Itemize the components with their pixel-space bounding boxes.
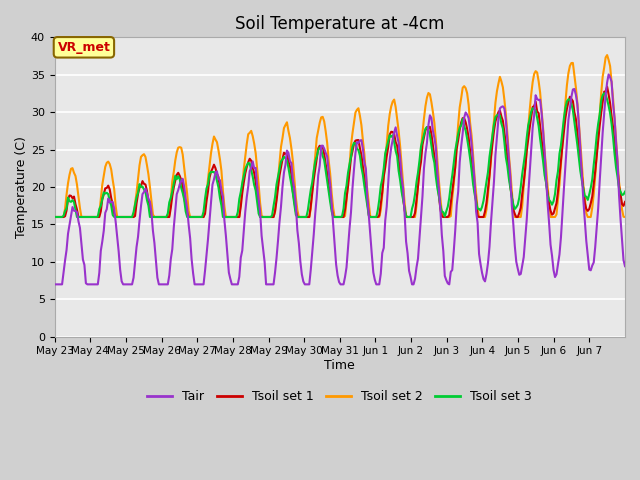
Y-axis label: Temperature (C): Temperature (C): [15, 136, 28, 238]
Legend: Tair, Tsoil set 1, Tsoil set 2, Tsoil set 3: Tair, Tsoil set 1, Tsoil set 2, Tsoil se…: [143, 385, 537, 408]
Title: Soil Temperature at -4cm: Soil Temperature at -4cm: [235, 15, 445, 33]
Text: VR_met: VR_met: [58, 41, 110, 54]
X-axis label: Time: Time: [324, 359, 355, 372]
